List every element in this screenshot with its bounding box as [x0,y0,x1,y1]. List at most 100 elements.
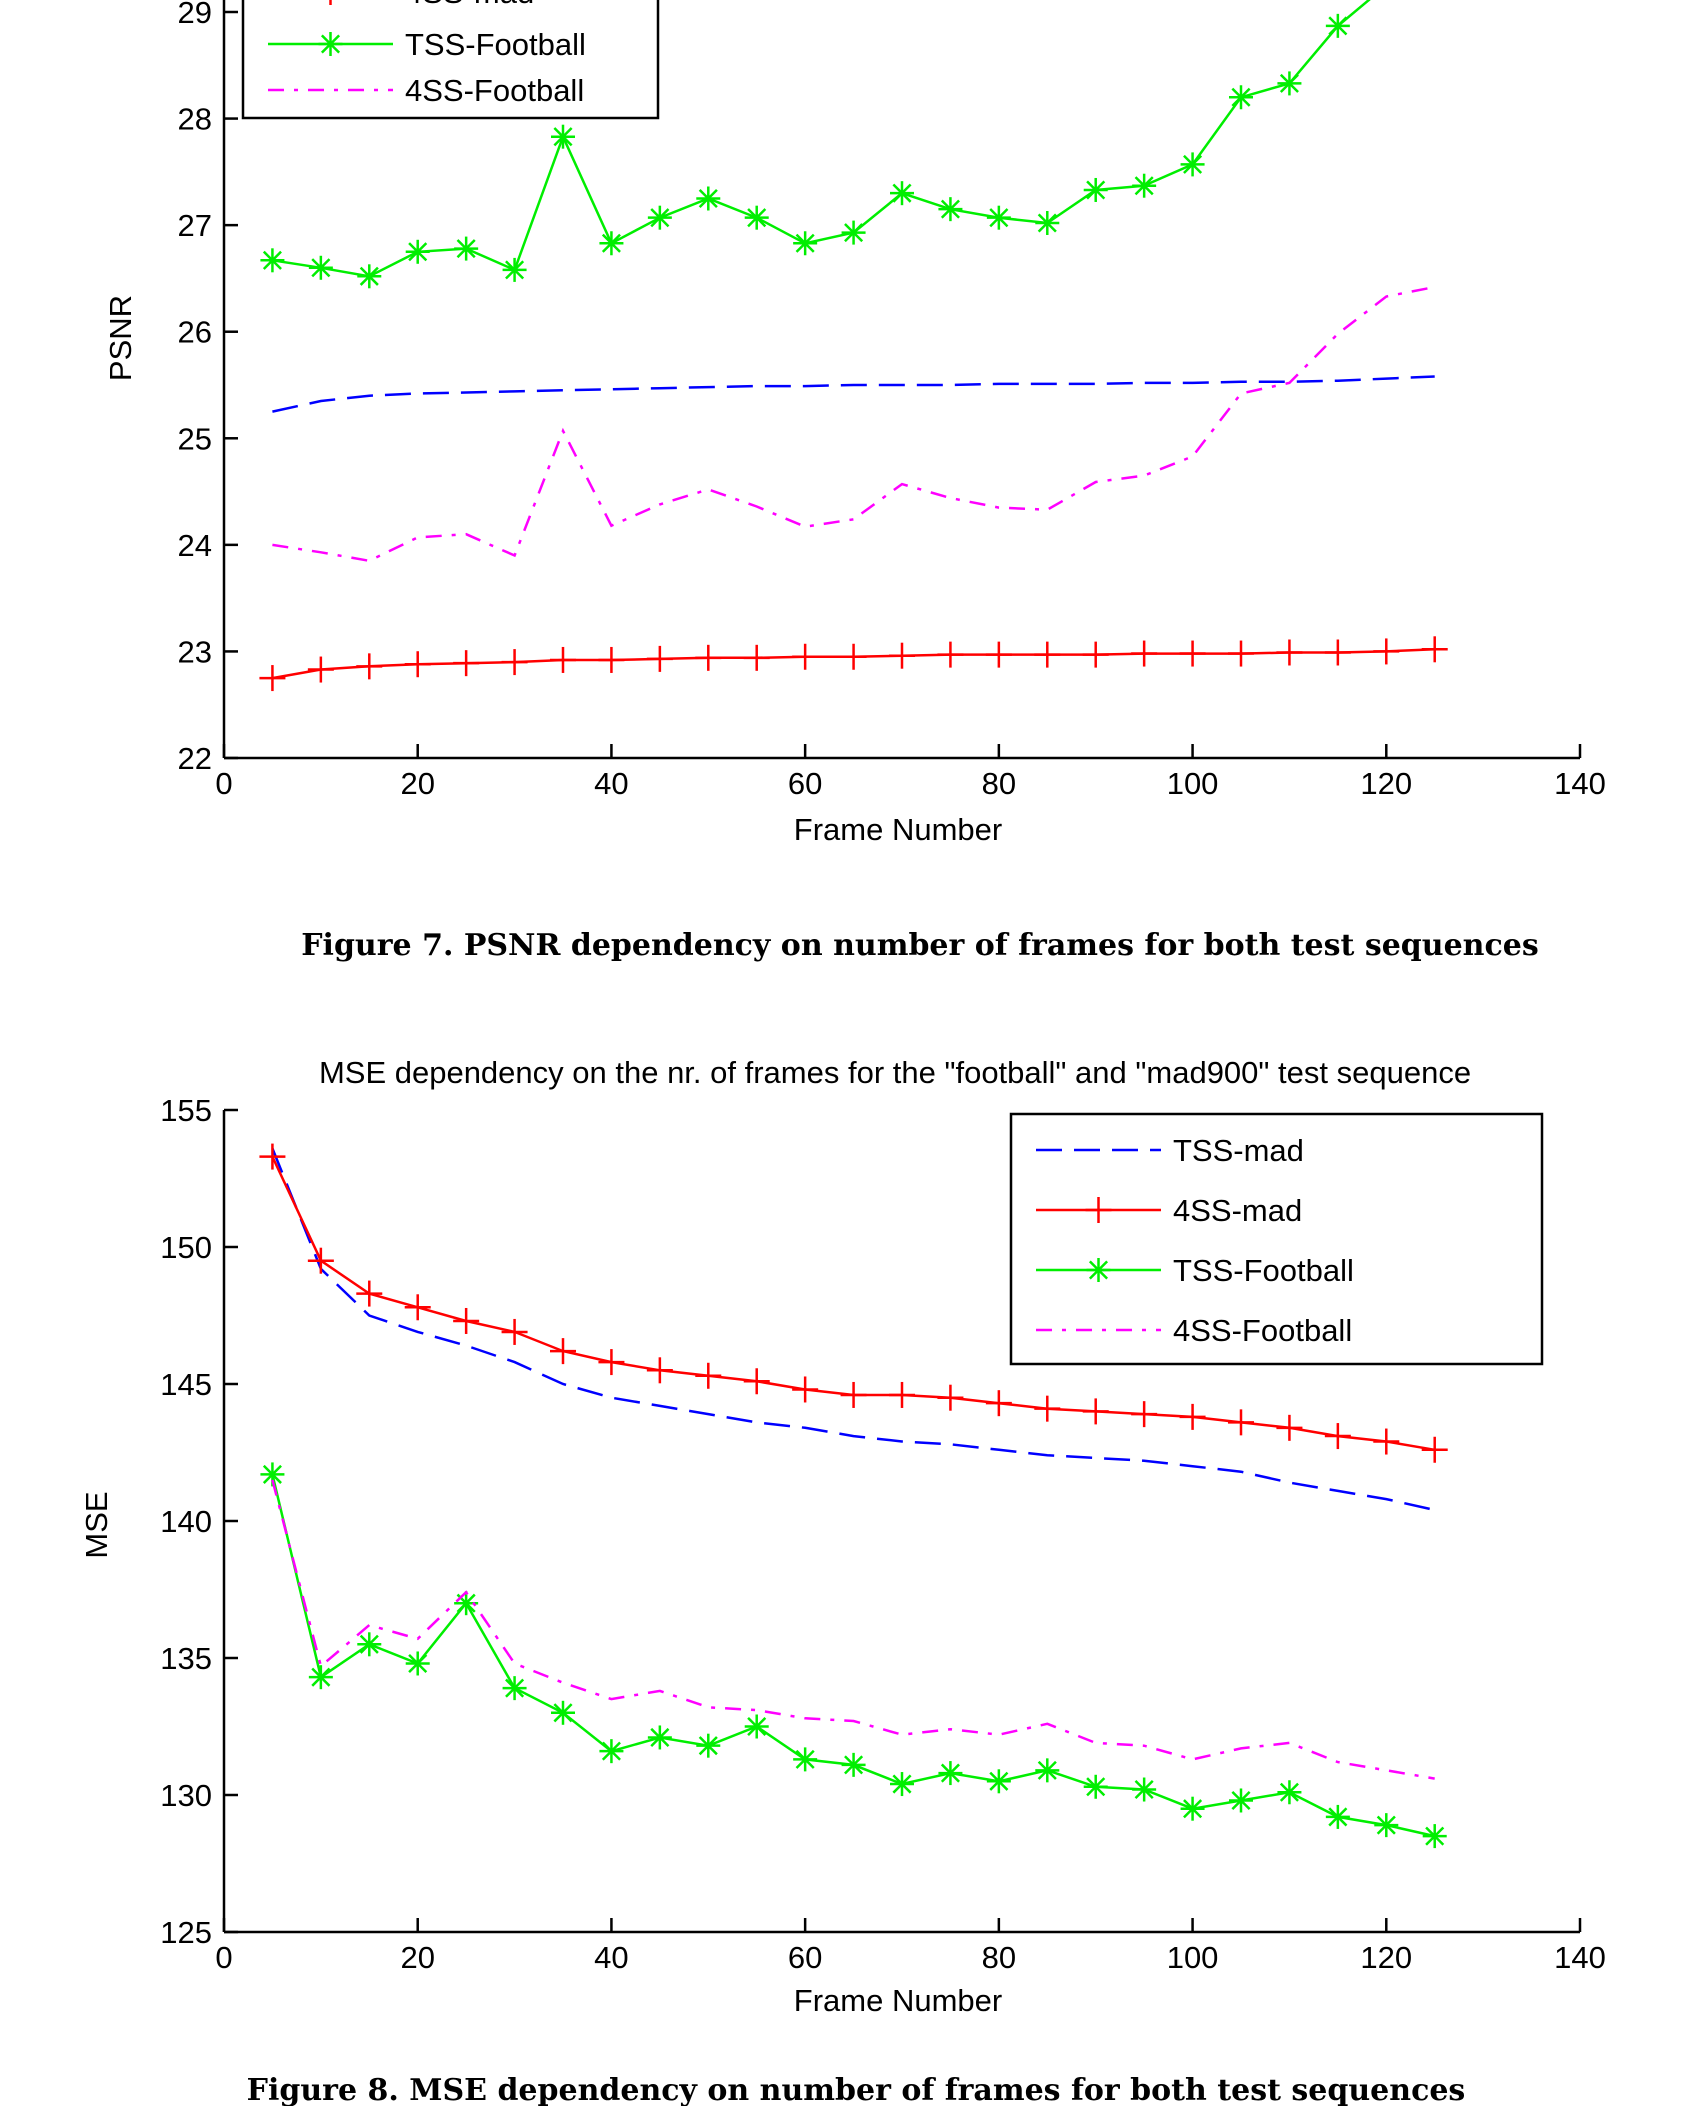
mse-series-line-4ss-football [271,1479,1435,1780]
psnr-y-tick-label: 22 [178,741,212,776]
mse-x-tick-label: 40 [594,1940,628,1975]
mse-point-4ss-mad [985,1390,1012,1417]
mse-x-axis-label: Frame Number [794,1983,1002,2018]
mse-point-4ss-mad [840,1381,867,1408]
mse-point-tss-football [793,1747,818,1772]
psnr-point-tss-football [696,186,721,211]
mse-point-tss-football [1132,1777,1157,1802]
psnr-point-tss-football [1180,152,1205,177]
psnr-y-tick-label: 24 [178,528,212,563]
psnr-point-tss-football [454,236,479,261]
psnr-point-4ss-mad [550,646,576,673]
psnr-legend-box [241,0,660,120]
mse-point-4ss-mad [1276,1414,1303,1441]
mse-x-tick-label: 100 [1167,1940,1219,1975]
psnr-point-4ss-mad [1324,639,1351,666]
psnr-point-tss-football [1325,13,1350,38]
mse-point-4ss-mad [404,1294,431,1321]
figure8-caption: Figure 8. MSE dependency on number of fr… [247,2073,1466,2106]
psnr-point-tss-football [1277,71,1302,96]
mse-series-line-tss-football [271,1474,1435,1838]
mse-point-4ss-mad [695,1362,722,1389]
mse-legend-label-4ss-football: 4SS-Football [1173,1313,1352,1348]
psnr-point-4ss-mad [743,644,770,671]
psnr-point-4ss-mad [840,643,867,670]
mse-point-4ss-mad [1179,1403,1206,1430]
mse-series [259,1143,1448,1849]
mse-point-4ss-mad [1421,1436,1448,1463]
psnr-point-4ss-mad [501,649,528,676]
psnr-y-tick-label: 27 [178,208,212,243]
psnr-point-tss-football [1132,173,1157,198]
psnr-point-tss-football [260,248,285,273]
psnr-point-4ss-mad [307,656,334,683]
psnr-point-4ss-mad [937,641,964,668]
psnr-point-tss-football [793,231,818,256]
psnr-point-tss-football [938,197,963,222]
mse-point-tss-football [1229,1788,1253,1813]
psnr-series-line-tss-mad [272,375,1435,413]
psnr-point-4ss-mad [646,645,673,672]
mse-point-4ss-mad [743,1368,770,1395]
mse-point-tss-football [841,1752,866,1777]
mse-point-tss-football [647,1725,672,1750]
mse-point-tss-football [1180,1796,1205,1821]
psnr-point-tss-football [841,220,866,245]
psnr-point-tss-football [986,205,1011,230]
mse-y-tick-label: 150 [160,1230,212,1265]
psnr-point-4ss-mad [259,665,286,692]
psnr-point-4ss-mad [695,644,722,671]
psnr-point-4ss-mad [1228,640,1254,667]
mse-y-axis-label: MSE [79,1491,114,1558]
mse-point-tss-football [938,1761,963,1786]
psnr-point-4ss-mad [1082,641,1109,668]
mse-legend-label-tss-mad: TSS-mad [1173,1133,1304,1168]
mse-x-tick-label: 120 [1360,1940,1412,1975]
mse-y-tick-label: 140 [160,1504,212,1539]
psnr-x-tick-label: 0 [215,766,232,801]
psnr-point-tss-football [744,205,769,230]
mse-y-tick-label: 125 [160,1915,212,1950]
psnr-point-tss-football [890,181,914,206]
psnr-x-tick-label: 40 [594,766,628,801]
mse-point-4ss-mad [792,1376,819,1403]
figure7-caption: Figure 7. PSNR dependency on number of f… [301,928,1539,963]
mse-chart-title: MSE dependency on the nr. of frames for … [319,1055,1471,1090]
psnr-point-tss-football [405,239,430,264]
psnr-point-4ss-mad [889,642,915,669]
mse-point-4ss-mad [1228,1409,1254,1436]
psnr-series-line-4ss-football [272,285,1435,563]
psnr-point-tss-football [551,124,575,149]
psnr-point-tss-football [647,205,672,230]
mse-point-4ss-mad [550,1338,576,1365]
mse-point-4ss-mad [646,1357,673,1384]
psnr-point-4ss-mad [1179,640,1206,667]
psnr-point-tss-football [1229,85,1253,110]
mse-legend-label-tss-football: TSS-Football [1173,1253,1354,1288]
psnr-point-tss-football [308,255,333,280]
mse-point-4ss-mad [356,1280,383,1307]
mse-x-tick-label: 80 [982,1940,1016,1975]
psnr-point-4ss-mad [453,650,480,677]
mse-point-4ss-mad [1082,1398,1109,1425]
mse-legend-label-4ss-mad: 4SS-mad [1173,1193,1302,1228]
psnr-point-4ss-mad [598,646,625,673]
psnr-y-tick-label: 28 [178,102,212,137]
psnr-x-tick-label: 60 [788,766,822,801]
mse-point-tss-football [551,1700,575,1725]
mse-legend-box [1009,1112,1544,1366]
psnr-y-axis-label: PSNR [103,295,138,381]
mse-point-tss-football [1374,1813,1399,1838]
mse-x-tick-label: 0 [215,1940,232,1975]
psnr-legend: 4SS-mad TSS-Football 4SS-Football [241,0,660,120]
psnr-point-tss-football [1035,211,1060,236]
mse-point-4ss-mad [501,1318,528,1345]
psnr-y-tick-label: 29 [178,0,212,30]
psnr-x-axis-label: Frame Number [794,812,1002,847]
psnr-legend-label-4ss-football: 4SS-Football [405,73,584,108]
psnr-point-4ss-mad [1131,640,1158,667]
psnr-legend-label-4ss-mad: 4SS-mad [405,0,534,10]
mse-point-tss-football [308,1665,333,1690]
psnr-point-4ss-mad [985,641,1012,668]
mse-point-tss-football [502,1676,527,1701]
